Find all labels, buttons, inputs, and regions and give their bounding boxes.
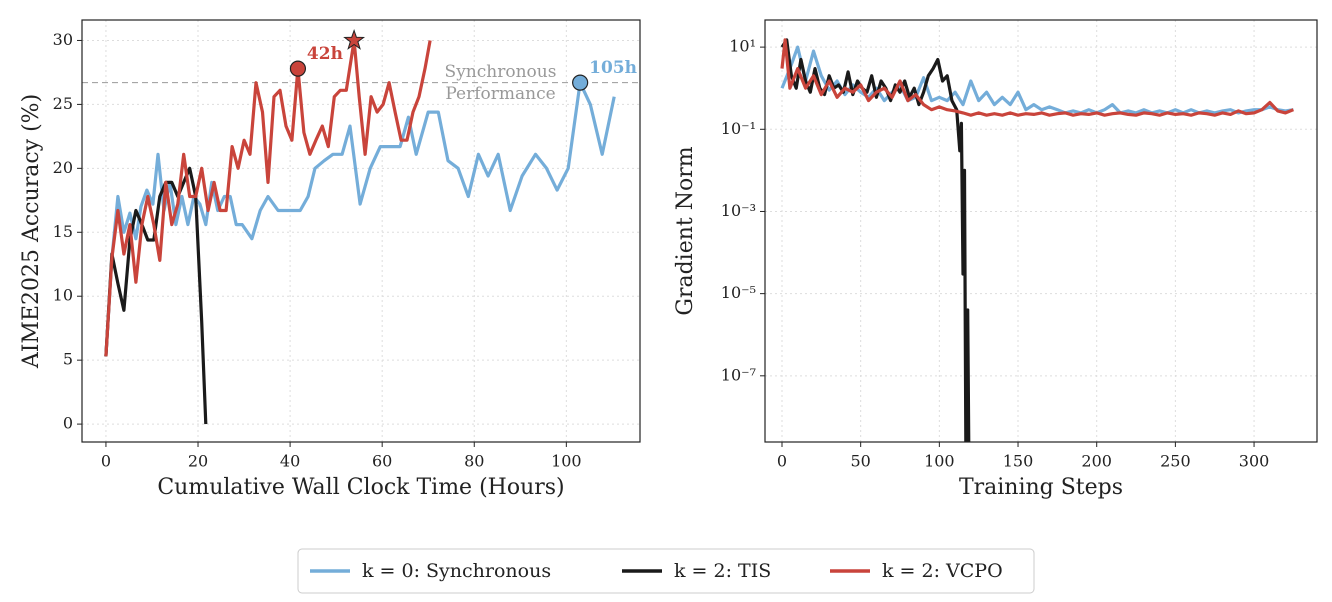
x-tick-label: 100 bbox=[551, 452, 582, 471]
y-tick-label: 20 bbox=[53, 158, 73, 177]
star-marker bbox=[343, 28, 366, 50]
x-axis-label: Training Steps bbox=[959, 475, 1123, 500]
axes-frame bbox=[764, 19, 1318, 443]
x-tick-label: 200 bbox=[1081, 452, 1112, 471]
y-axis-label: Gradient Norm bbox=[673, 146, 698, 315]
y-tick-label: 25 bbox=[53, 94, 73, 113]
plot-area bbox=[780, 38, 1295, 442]
x-axis-label: Cumulative Wall Clock Time (Hours) bbox=[157, 475, 564, 500]
x-tick-label: 80 bbox=[464, 452, 484, 471]
y-tick-label: 15 bbox=[53, 222, 73, 241]
series-line bbox=[104, 81, 616, 357]
y-axis-label: AIME2025 Accuracy (%) bbox=[19, 94, 44, 369]
legend-label: k = 0: Synchronous bbox=[362, 560, 551, 582]
y-tick-label: 10⁻¹ bbox=[721, 119, 756, 138]
y-tick-label: 0 bbox=[63, 414, 73, 433]
x-tick-label: 150 bbox=[1003, 452, 1034, 471]
x-tick-label: 250 bbox=[1160, 452, 1191, 471]
series-line bbox=[104, 38, 432, 357]
x-tick-label: 0 bbox=[777, 452, 787, 471]
x-tick-label: 50 bbox=[850, 452, 870, 471]
plot-area bbox=[104, 38, 616, 425]
y-tick-label: 5 bbox=[63, 350, 73, 369]
series-line bbox=[104, 166, 208, 425]
y-tick-label: 10⁻⁵ bbox=[721, 283, 756, 302]
annotation-label: 105h bbox=[589, 58, 637, 78]
x-tick-label: 20 bbox=[188, 452, 208, 471]
annotation-marker bbox=[572, 74, 589, 91]
legend-box bbox=[297, 548, 1035, 594]
x-tick-label: 40 bbox=[280, 452, 300, 471]
legend-label: k = 2: VCPO bbox=[882, 560, 1003, 582]
x-tick-label: 60 bbox=[372, 452, 392, 471]
axes-frame bbox=[81, 19, 641, 443]
x-tick-label: 300 bbox=[1239, 452, 1270, 471]
y-tick-label: 30 bbox=[53, 30, 73, 49]
y-tick-label: 10 bbox=[53, 286, 73, 305]
reference-label: Performance bbox=[445, 84, 555, 104]
x-tick-label: 0 bbox=[101, 452, 111, 471]
reference-label: Synchronous bbox=[445, 62, 557, 82]
annotation-label: 42h bbox=[307, 44, 343, 64]
x-tick-label: 100 bbox=[924, 452, 955, 471]
y-tick-label: 10¹ bbox=[729, 37, 756, 56]
y-tick-label: 10⁻⁷ bbox=[721, 365, 756, 384]
legend-label: k = 2: TIS bbox=[674, 560, 771, 582]
series-line bbox=[780, 38, 1295, 117]
y-tick-label: 10⁻³ bbox=[721, 201, 756, 220]
annotation-marker bbox=[289, 60, 307, 77]
